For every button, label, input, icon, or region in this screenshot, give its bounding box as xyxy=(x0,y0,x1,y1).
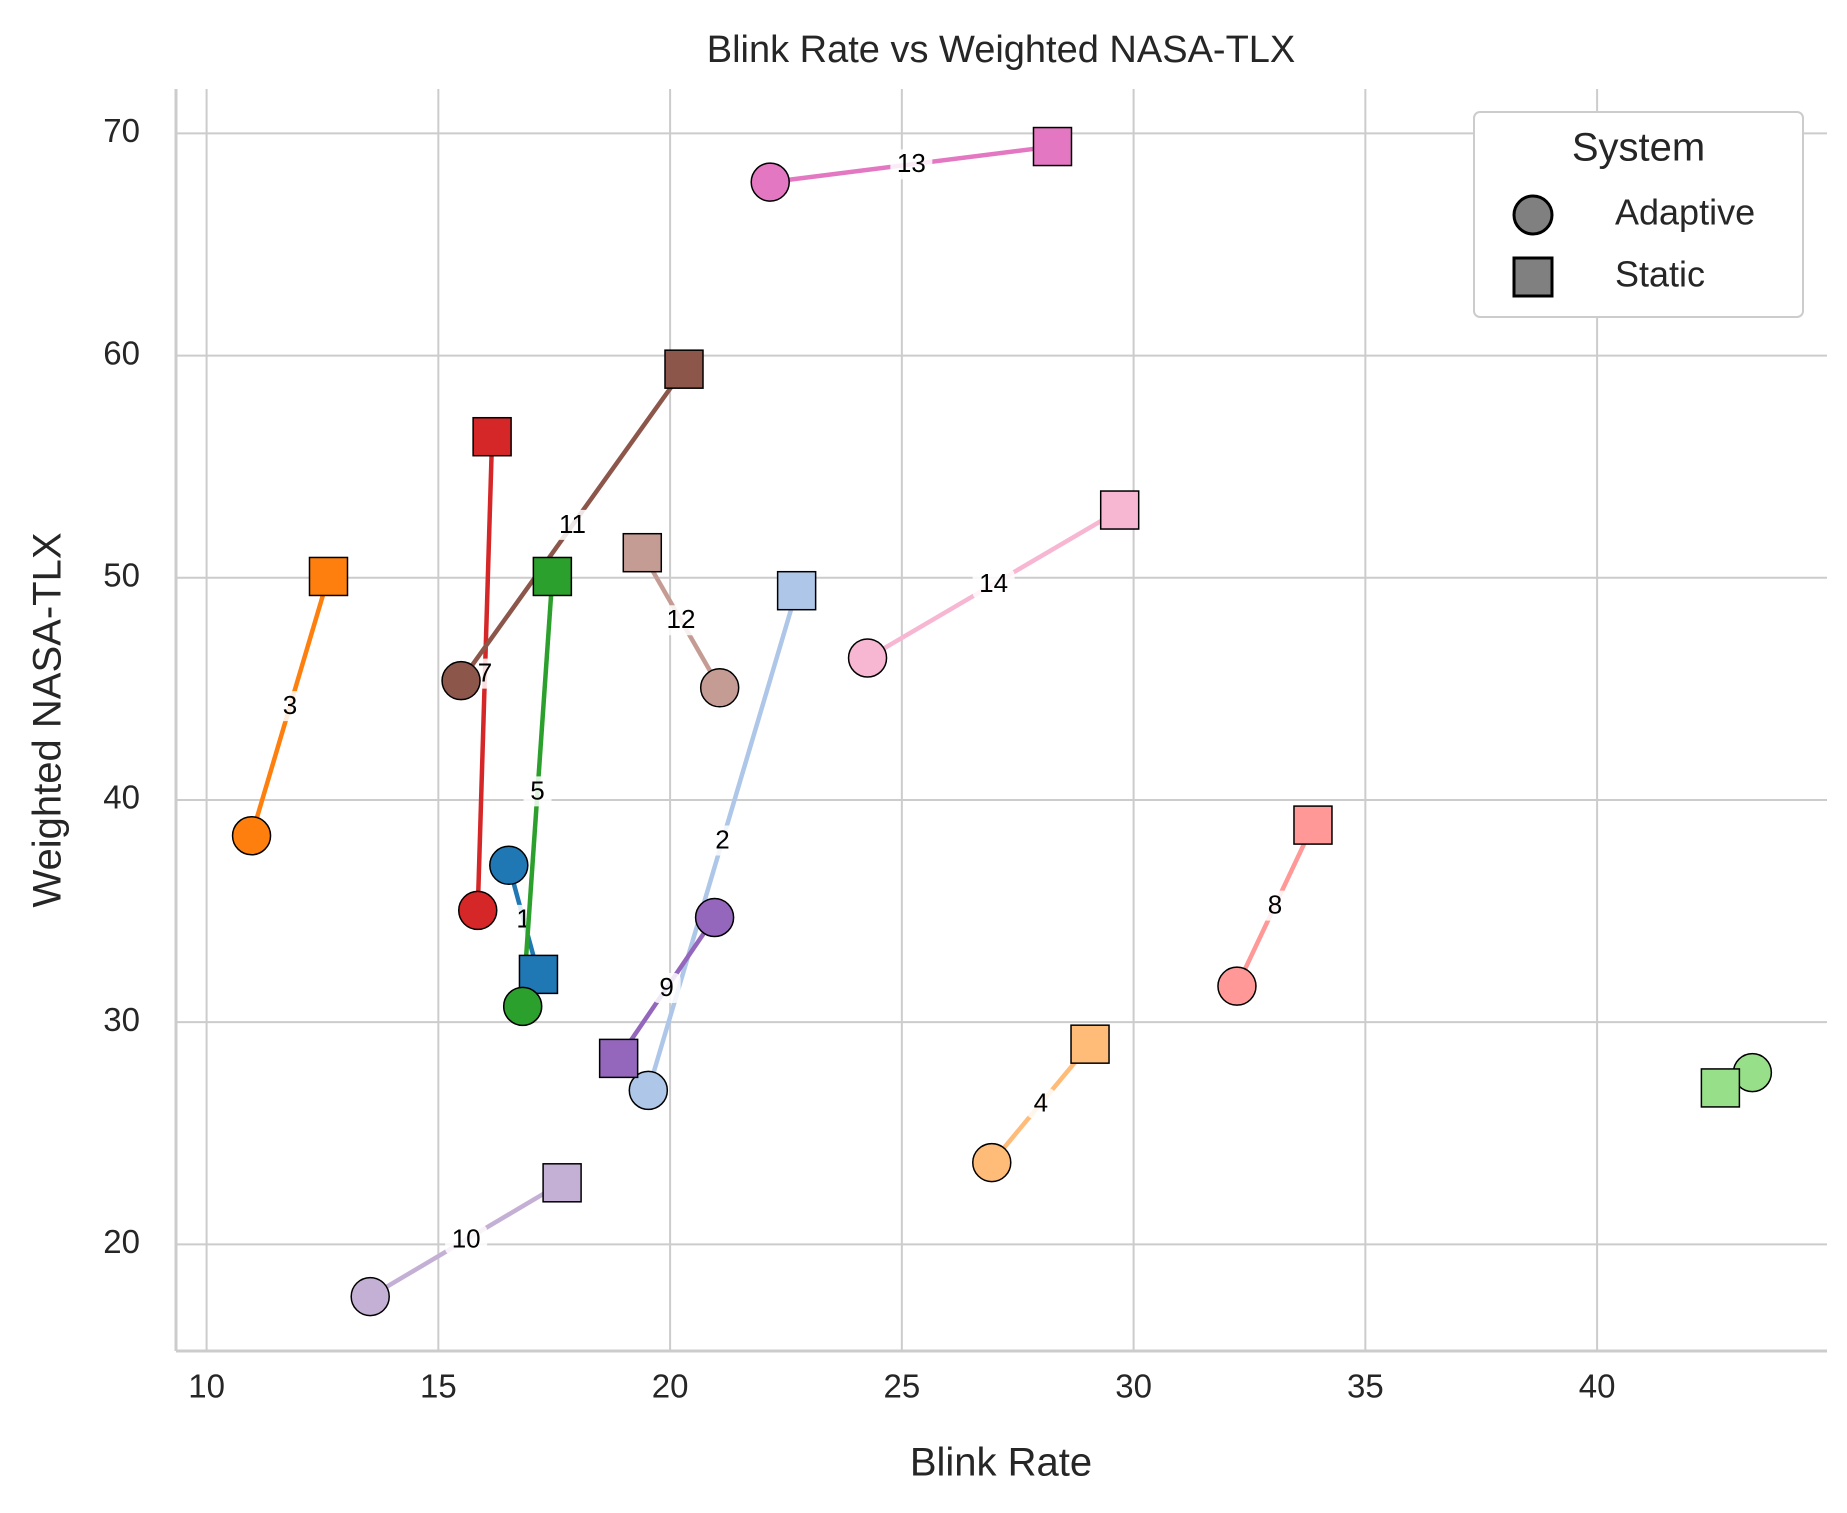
label-box xyxy=(276,691,305,722)
point xyxy=(308,556,349,597)
pair-label: 14 xyxy=(979,568,1008,598)
pair-label: 13 xyxy=(897,148,926,178)
pair-label: 12 xyxy=(667,604,696,634)
label-box xyxy=(551,509,594,540)
legend-label: Static xyxy=(1615,254,1705,295)
pair-label: 2 xyxy=(715,824,729,854)
point xyxy=(776,570,817,611)
point xyxy=(1700,1068,1741,1108)
point xyxy=(472,416,512,457)
pair-label: 3 xyxy=(283,690,297,720)
legend: System Adaptive Static xyxy=(1473,111,1804,318)
x-tick-label: 35 xyxy=(1347,1368,1384,1405)
pair-label: 9 xyxy=(659,972,673,1002)
y-tick-label: 60 xyxy=(103,334,140,371)
point xyxy=(1293,805,1333,845)
legend-label: Adaptive xyxy=(1615,192,1755,233)
point xyxy=(972,1142,1012,1183)
legend-box xyxy=(1473,111,1804,318)
y-tick-label: 40 xyxy=(103,779,140,816)
point xyxy=(231,816,272,856)
label-box xyxy=(890,149,933,180)
chart-title: Blink Rate vs Weighted NASA-TLX xyxy=(707,29,1296,71)
pair-label: 5 xyxy=(530,775,544,805)
point xyxy=(350,1276,390,1317)
x-tick-label: 40 xyxy=(1579,1368,1616,1405)
y-tick-label: 20 xyxy=(103,1223,140,1260)
label-box xyxy=(445,1224,488,1255)
point xyxy=(664,349,704,389)
point xyxy=(750,162,790,202)
point xyxy=(622,532,663,573)
x-tick-label: 30 xyxy=(1115,1368,1152,1405)
y-tick-label: 30 xyxy=(103,1001,140,1038)
x-tick-label: 10 xyxy=(188,1368,225,1405)
pair-label: 7 xyxy=(478,657,492,687)
point xyxy=(628,1070,669,1111)
x-tick-label: 15 xyxy=(420,1368,457,1405)
point xyxy=(847,638,888,678)
pair-label: 10 xyxy=(452,1224,481,1254)
x-axis-label: Blink Rate xyxy=(910,1441,1092,1485)
label-box xyxy=(652,972,681,1003)
label-box xyxy=(1260,890,1289,921)
x-tick-label: 25 xyxy=(883,1368,920,1405)
point xyxy=(489,845,529,886)
point xyxy=(502,986,543,1027)
point xyxy=(532,556,573,597)
label-box xyxy=(523,776,552,807)
label-box xyxy=(1026,1088,1055,1119)
pair-label: 11 xyxy=(559,509,586,539)
legend-marker xyxy=(1512,256,1554,298)
pair-label: 8 xyxy=(1268,890,1282,920)
point xyxy=(457,890,498,931)
pair-label: 4 xyxy=(1034,1087,1048,1117)
legend-marker xyxy=(1512,194,1554,236)
label-box xyxy=(972,569,1015,600)
label-box xyxy=(708,825,737,856)
point xyxy=(542,1163,582,1203)
y-tick-label: 50 xyxy=(103,557,140,594)
x-tick-label: 20 xyxy=(652,1368,689,1405)
point xyxy=(1070,1024,1110,1064)
point xyxy=(1032,126,1073,167)
point xyxy=(1099,490,1140,530)
point xyxy=(699,668,740,708)
point xyxy=(441,660,481,701)
point xyxy=(598,1038,639,1079)
legend-title: System xyxy=(1572,126,1705,170)
point xyxy=(694,897,735,938)
point xyxy=(1217,966,1257,1006)
label-box xyxy=(659,605,702,636)
y-axis-label: Weighted NASA-TLX xyxy=(26,533,70,908)
y-tick-label: 70 xyxy=(103,112,140,149)
